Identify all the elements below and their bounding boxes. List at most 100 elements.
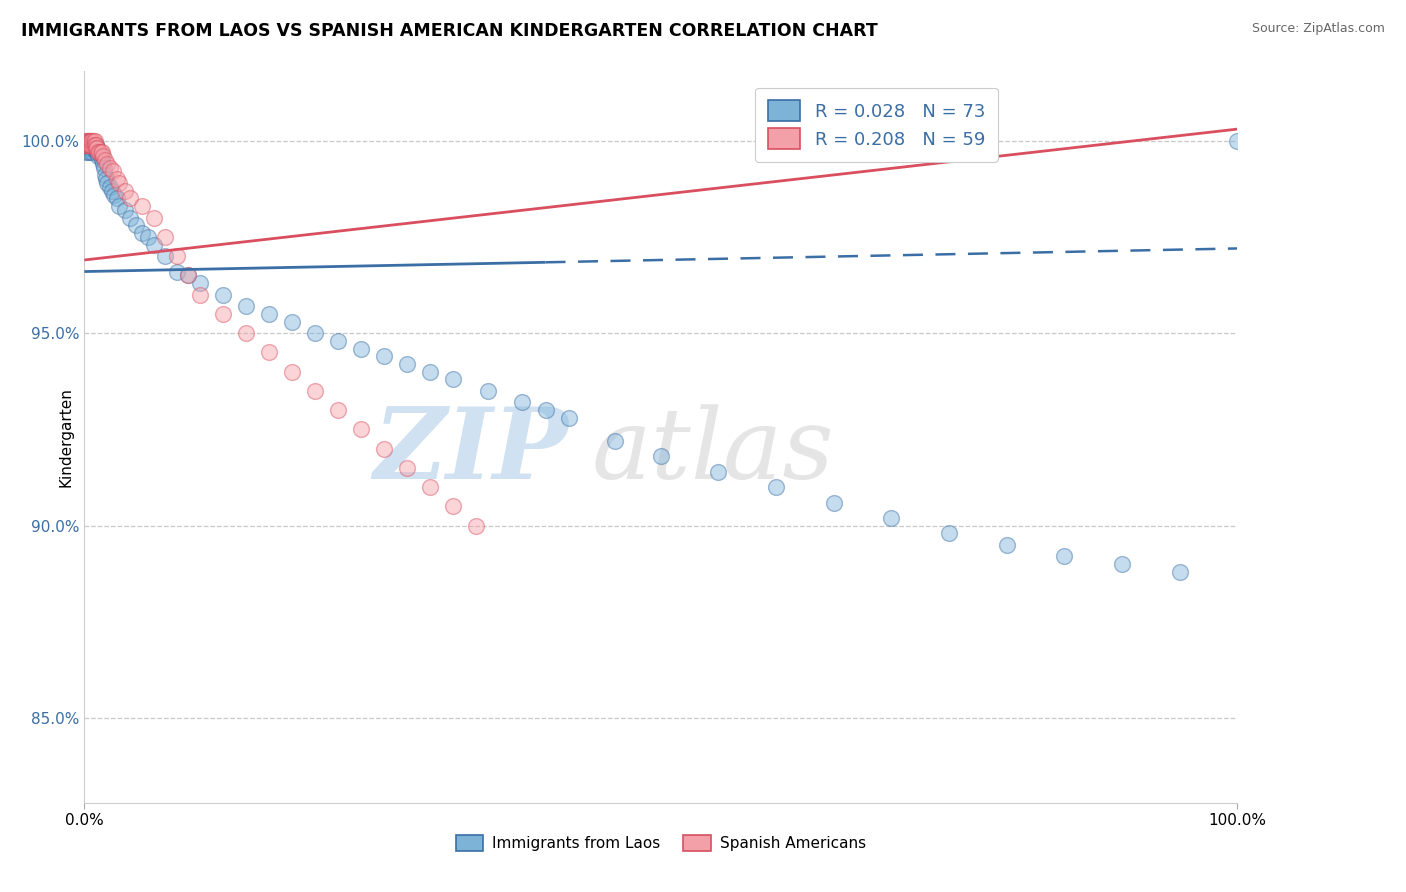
- Point: [82, 134, 104, 148]
- Text: ZIP: ZIP: [374, 403, 568, 500]
- Point: [257, 345, 280, 359]
- Point: [281, 315, 304, 329]
- Point: [96, 172, 118, 186]
- Point: [79, 137, 101, 152]
- Point: [84, 137, 107, 152]
- Point: [995, 538, 1018, 552]
- Point: [91, 149, 114, 163]
- Point: [76, 137, 98, 152]
- Point: [114, 184, 136, 198]
- Point: [211, 307, 233, 321]
- Point: [419, 480, 441, 494]
- Point: [86, 141, 108, 155]
- Point: [79, 137, 101, 152]
- Point: [441, 372, 464, 386]
- Point: [76, 137, 98, 152]
- Point: [177, 268, 200, 283]
- Point: [765, 480, 787, 494]
- Point: [84, 137, 107, 152]
- Point: [82, 137, 104, 152]
- Point: [83, 141, 105, 155]
- Point: [77, 141, 100, 155]
- Point: [1226, 134, 1249, 148]
- Point: [76, 141, 98, 155]
- Point: [419, 365, 441, 379]
- Text: Source: ZipAtlas.com: Source: ZipAtlas.com: [1251, 22, 1385, 36]
- Point: [83, 141, 105, 155]
- Point: [76, 137, 98, 152]
- Point: [79, 137, 101, 152]
- Point: [83, 137, 105, 152]
- Point: [84, 145, 107, 160]
- Point: [1168, 565, 1191, 579]
- Point: [131, 226, 153, 240]
- Point: [188, 287, 211, 301]
- Point: [76, 134, 98, 148]
- Point: [477, 384, 499, 398]
- Point: [350, 342, 373, 356]
- Point: [103, 164, 124, 178]
- Point: [89, 145, 111, 160]
- Point: [142, 211, 165, 225]
- Point: [87, 145, 110, 160]
- Point: [326, 334, 349, 348]
- Point: [86, 141, 108, 155]
- Point: [90, 153, 112, 167]
- Point: [211, 287, 233, 301]
- Point: [79, 145, 101, 160]
- Point: [76, 134, 98, 148]
- Point: [557, 410, 579, 425]
- Point: [77, 137, 100, 152]
- Point: [105, 191, 128, 205]
- Point: [512, 395, 534, 409]
- Point: [83, 134, 105, 148]
- Point: [108, 176, 131, 190]
- Point: [79, 134, 101, 148]
- Point: [1111, 557, 1133, 571]
- Point: [603, 434, 626, 448]
- Point: [80, 137, 103, 152]
- Point: [304, 384, 326, 398]
- Point: [938, 526, 960, 541]
- Point: [350, 422, 373, 436]
- Point: [91, 157, 114, 171]
- Point: [235, 326, 257, 340]
- Point: [103, 187, 125, 202]
- Point: [96, 176, 118, 190]
- Point: [98, 179, 121, 194]
- Point: [98, 161, 121, 175]
- Point: [87, 149, 110, 163]
- Legend: Immigrants from Laos, Spanish Americans: Immigrants from Laos, Spanish Americans: [450, 830, 872, 857]
- Point: [94, 169, 117, 183]
- Point: [76, 145, 98, 160]
- Point: [93, 161, 115, 175]
- Point: [131, 199, 153, 213]
- Point: [101, 184, 124, 198]
- Point: [83, 137, 105, 152]
- Y-axis label: Kindergarten: Kindergarten: [58, 387, 73, 487]
- Point: [441, 500, 464, 514]
- Point: [707, 465, 730, 479]
- Point: [89, 145, 111, 160]
- Point: [83, 137, 105, 152]
- Point: [120, 191, 142, 205]
- Point: [79, 134, 101, 148]
- Point: [108, 199, 131, 213]
- Point: [257, 307, 280, 321]
- Point: [86, 145, 108, 160]
- Point: [166, 264, 188, 278]
- Point: [1053, 549, 1076, 564]
- Point: [84, 141, 107, 155]
- Point: [75, 145, 97, 160]
- Point: [326, 403, 349, 417]
- Point: [650, 450, 672, 464]
- Point: [373, 442, 395, 456]
- Point: [76, 137, 98, 152]
- Point: [153, 249, 176, 263]
- Point: [304, 326, 326, 340]
- Point: [96, 157, 118, 171]
- Point: [77, 137, 100, 152]
- Point: [76, 134, 98, 148]
- Point: [83, 134, 105, 148]
- Point: [177, 268, 200, 283]
